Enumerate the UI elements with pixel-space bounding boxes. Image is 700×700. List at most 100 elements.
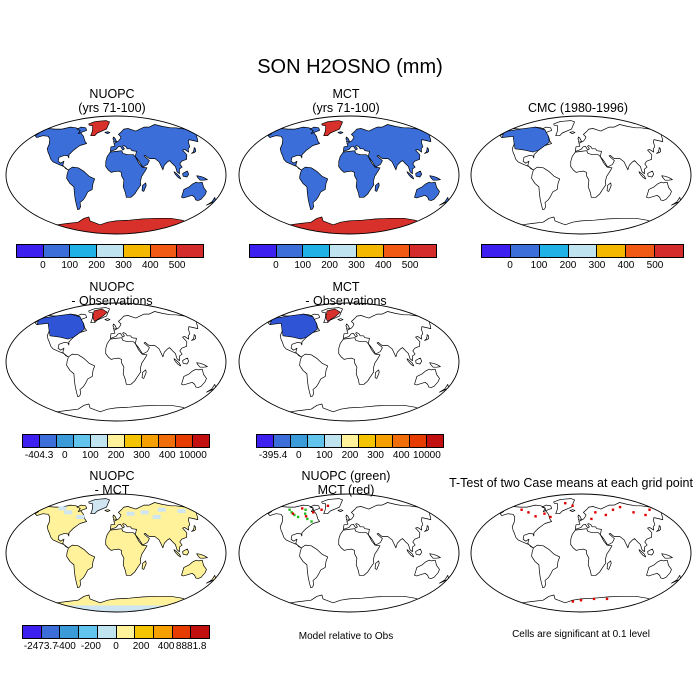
landmass-indonesia1 [406,358,415,367]
landmass-africa [570,528,613,576]
snow-region-north-america [501,126,550,153]
green-cell [293,513,296,517]
landmass-japan [656,147,662,154]
landmass-newguinea [196,553,208,559]
colorbar-swatch [539,245,569,257]
colorbar-tick-label: 100 [82,450,99,461]
map-nuopc [5,115,227,235]
colorbar-swatch [427,435,443,447]
map-border [5,115,227,235]
colorbar-tick-label: 200 [107,450,125,461]
landmass-madagascar [374,182,380,192]
diff-cell [126,511,135,516]
colorbar-swatch [250,245,277,257]
landmass-australia [414,559,440,579]
landmass-newguinea [429,553,441,559]
colorbar-swatch [325,435,342,447]
diff-cell [58,506,67,511]
landmass-newguinea [661,553,673,559]
landmass-japan [191,525,197,532]
green-cell [290,511,293,514]
colorbar-swatch [17,245,44,257]
snow-diff-north-america [36,313,85,340]
map-land-layer [499,498,682,612]
colorbar-cmc [481,244,684,258]
colorbar-swatch [393,435,410,447]
landmass-indonesia1 [638,171,647,180]
landmass-southAmerica [299,166,329,211]
colorbar-swatch [376,435,393,447]
colorbar-swatch [60,626,80,638]
landmass-baffin [541,504,552,513]
colorbar-swatch [410,245,437,257]
colorbar-swatch [57,435,74,447]
landmass-antarctica [270,403,426,421]
colorbar-tick-label: 0 [273,260,279,271]
colorbar-tick-label: 200 [321,260,338,271]
colorbar-swatch [74,435,91,447]
landmass-britain [112,323,117,330]
ttest-cell [605,597,609,601]
panel-title-line1: NUOPC (green) [301,469,391,483]
colorbar-swatch [97,245,124,257]
colorbar-tick-label: 100 [61,260,79,271]
colorbar-tick-label: 10000 [179,450,207,461]
panel-title-nuopc-mct: NUOPC - MCT [12,469,212,497]
panel-title-line2: - MCT [94,483,130,497]
colorbar-tick-label: 400 [157,641,175,652]
landmass-borneo [182,357,190,365]
landmass-madagascar [374,369,380,379]
colorbar-swatch [177,245,204,257]
panel-title-mct: MCT (yrs 71-100) [246,87,446,115]
colorbar-tick-label: 300 [133,450,150,461]
landmass-australia [646,181,672,201]
red-cell [320,508,323,511]
landmass-northAmerica [499,504,552,549]
landmass-iceland [104,131,111,135]
landmass-southAmerica [299,544,329,589]
landmass-iceland [337,131,344,135]
panel-title-scatter: NUOPC (green) MCT (red) [246,469,446,497]
diff-antarctic-band [6,605,226,612]
landmass-antarctica [502,594,658,612]
colorbar-tick-label: 400 [617,260,635,271]
landmass-japan [191,147,197,154]
red-cell [311,511,315,514]
colorbar-swatch [308,435,325,447]
colorbar-swatch [342,435,359,447]
colorbar-swatch [135,626,154,638]
map-border [5,302,227,422]
landmass-southAmerica [531,166,561,211]
landmass-japan [424,525,430,532]
ttest-cell [590,517,593,521]
landmass-borneo [647,548,655,556]
diff-cell [157,507,166,512]
colorbar-mct [249,244,437,258]
green-cell [310,520,313,523]
landmass-indonesia1 [173,549,182,558]
landmass-eurasia [342,502,433,553]
landmass-australia [181,181,207,201]
landmass-iceland [569,509,576,513]
red-cell [326,504,330,507]
colorbar-tick-label: 0 [507,260,513,271]
colorbar-swatch [153,626,173,638]
panel-title-line1: MCT [332,87,360,101]
landmass-iceland [569,131,576,135]
landmass-madagascar [606,182,612,192]
colorbar-swatch [257,435,274,447]
colorbar-swatch [142,435,159,447]
landmass-indonesia1 [173,358,182,367]
colorbar-swatch [108,435,125,447]
landmass-borneo [415,357,423,365]
colorbar-swatch [172,626,192,638]
landmass-borneo [182,170,190,178]
colorbar-tick-label: 200 [132,641,150,652]
landmass-newguinea [429,175,441,181]
colorbar-swatch [125,435,142,447]
landmass-africa [105,528,148,576]
colorbar-swatch [597,245,627,257]
map-border [470,493,692,613]
colorbar-tick-label: 100 [316,450,333,461]
